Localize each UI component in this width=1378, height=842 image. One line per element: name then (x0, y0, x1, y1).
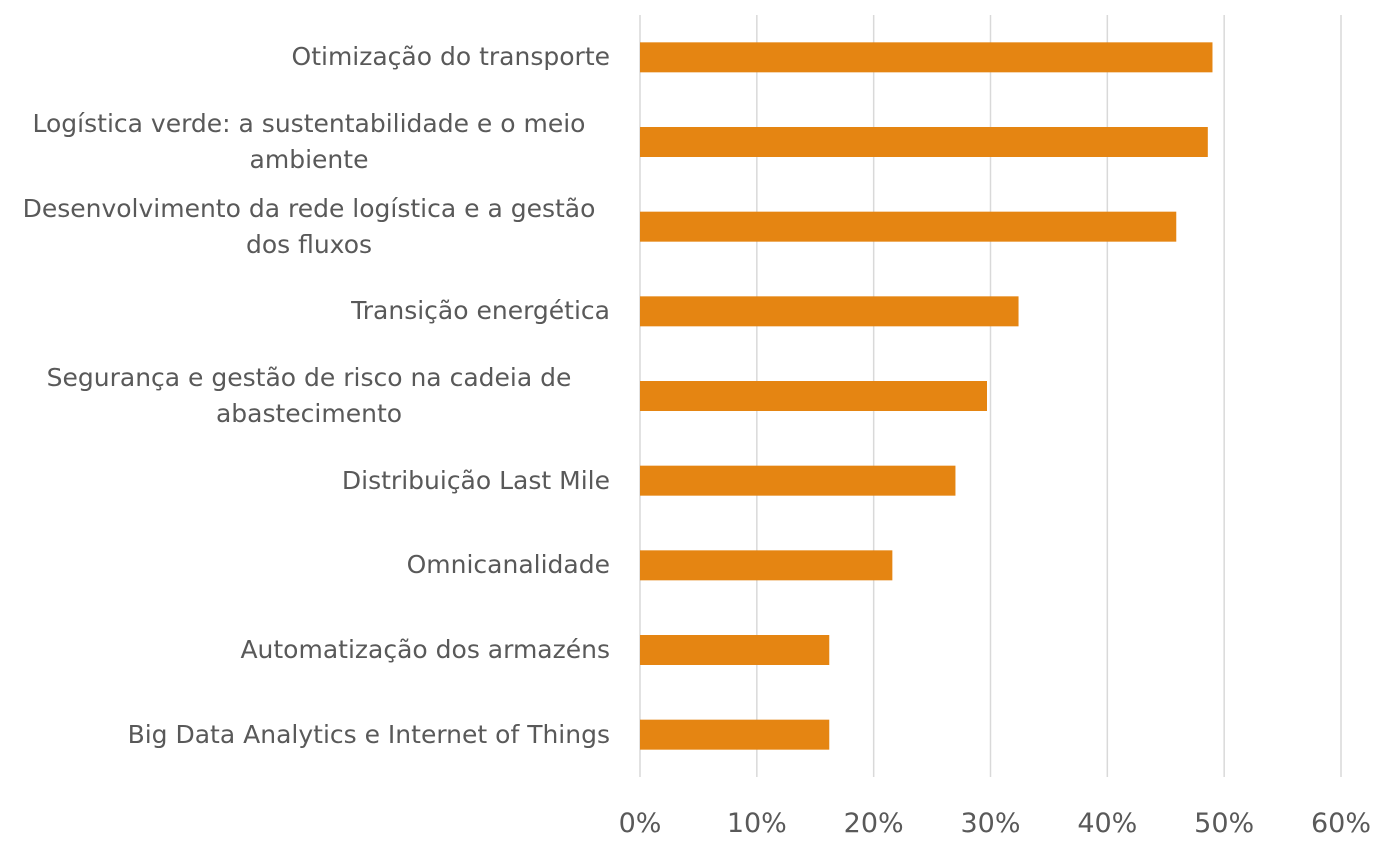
y-tick-label-text: Transição energética (351, 296, 610, 326)
bar (640, 550, 893, 581)
x-tick-label: 10% (726, 808, 787, 839)
y-tick-label-text: Otimização do transporte (291, 42, 610, 72)
bar (640, 719, 830, 750)
y-tick-label-text: Omnicanalidade (406, 550, 610, 580)
y-tick-label-text: Desenvolvimento da rede logística e a ge… (22, 193, 596, 259)
bar (640, 381, 987, 411)
bar (640, 635, 830, 665)
x-tick-label: 30% (960, 808, 1021, 839)
bar (640, 296, 1019, 327)
y-tick-label-text: Logística verde: a sustentabilidade e o … (32, 109, 586, 174)
y-tick-label: Transição energética (8, 293, 610, 329)
bar (640, 465, 956, 496)
y-tick-label: Automatização dos armazéns (8, 632, 610, 668)
bar (640, 127, 1208, 157)
x-tick-label: 0% (618, 808, 662, 839)
x-tick-label: 60% (1310, 808, 1372, 839)
bar (640, 42, 1213, 73)
bar (640, 211, 1177, 242)
x-tick-label: 50% (1194, 808, 1255, 839)
x-tick-label: 40% (1077, 808, 1138, 839)
y-tick-label: Segurança e gestão de risco na cadeia de… (8, 360, 610, 432)
y-tick-label: Distribuição Last Mile (8, 463, 610, 499)
y-tick-label-text: Automatização dos armazéns (240, 635, 610, 664)
y-tick-label-text: Big Data Analytics e Internet of Things (127, 719, 610, 749)
y-tick-label: Logística verde: a sustentabilidade e o … (8, 106, 610, 178)
y-tick-label: Desenvolvimento da rede logística e a ge… (8, 191, 610, 263)
y-tick-label: Otimização do transporte (8, 39, 610, 75)
y-tick-label: Omnicanalidade (8, 547, 610, 583)
y-tick-label-text: Distribuição Last Mile (341, 465, 610, 495)
y-tick-label: Big Data Analytics e Internet of Things (8, 717, 610, 753)
x-tick-label: 20% (843, 808, 904, 839)
y-tick-label-text: Segurança e gestão de risco na cadeia de… (46, 363, 572, 428)
